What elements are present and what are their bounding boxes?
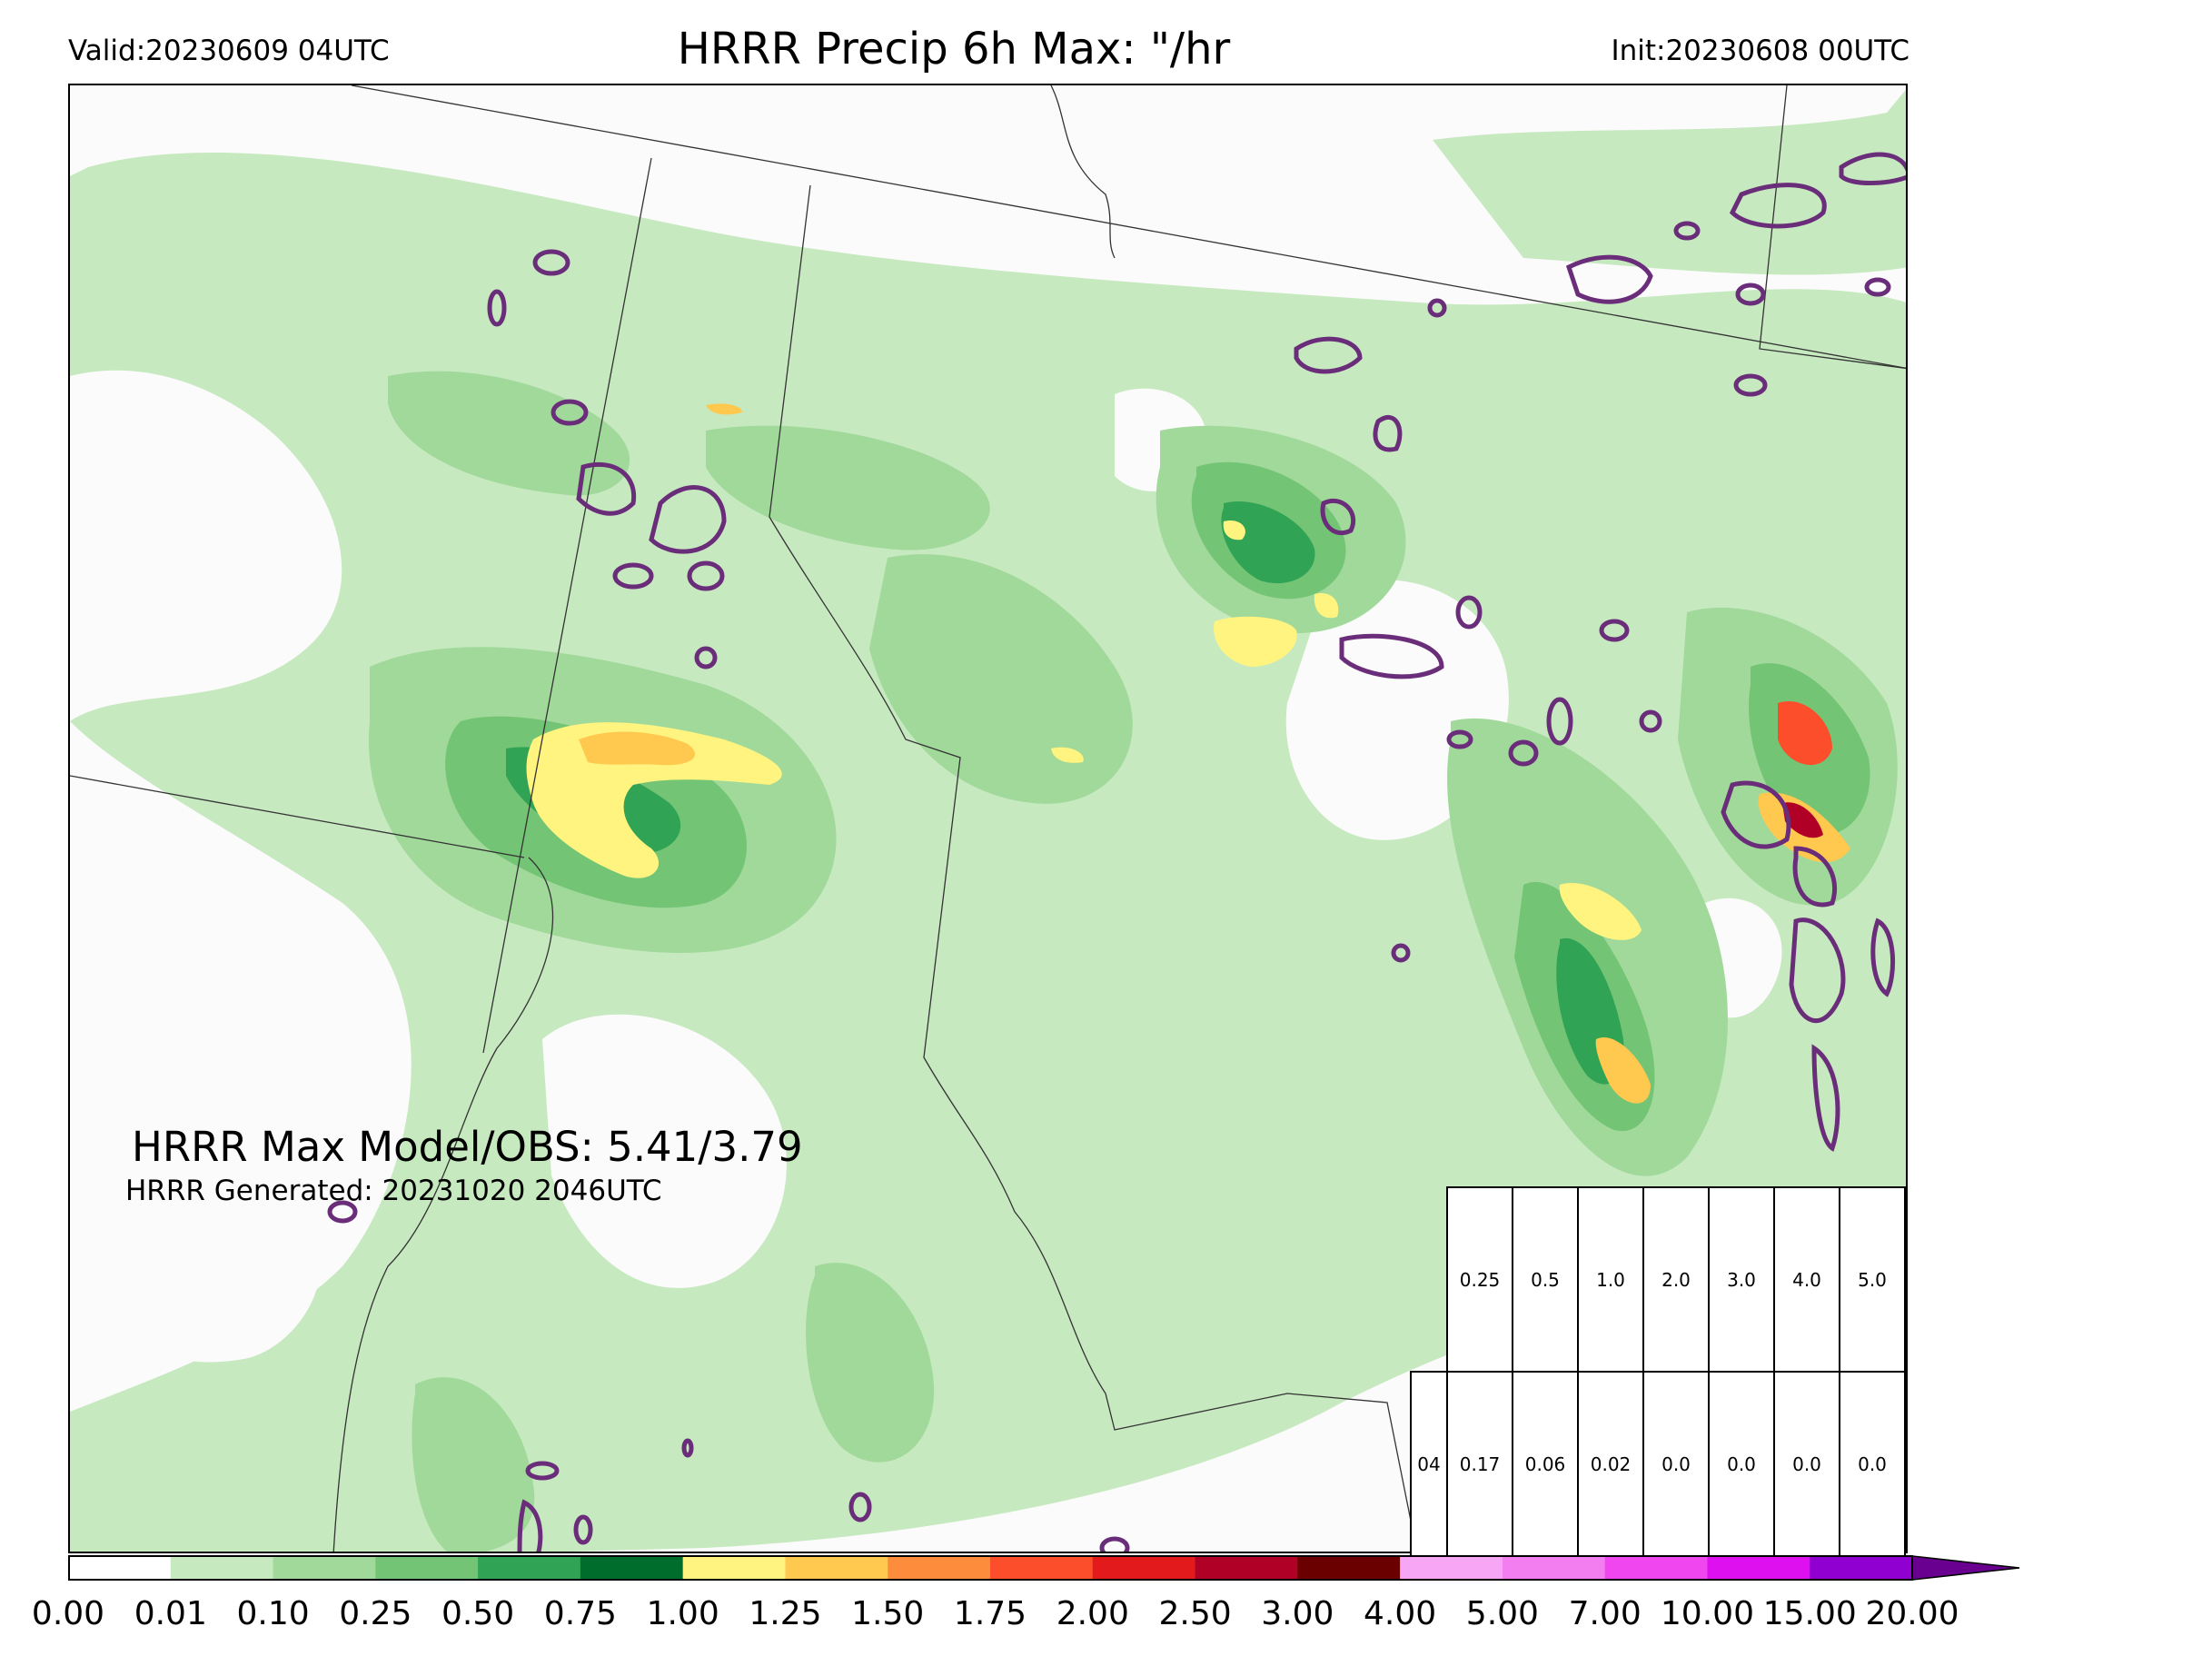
colorbar-segment: [1092, 1556, 1196, 1580]
colorbar-outline: [68, 1555, 1913, 1581]
colorbar-tick-label: 15.00: [1762, 1595, 1857, 1632]
colorbar-segment: [888, 1556, 991, 1580]
colorbar-tick-label: 1.25: [749, 1595, 822, 1632]
colorbar-segment: [273, 1556, 376, 1580]
obs-contours: [327, 152, 1906, 1552]
colorbar-tick-label: 0.01: [134, 1595, 207, 1632]
colorbar-tick-label: 2.00: [1056, 1595, 1129, 1632]
colorbar-segment: [1502, 1556, 1606, 1580]
map-title: HRRR Precip 6h Max: "/hr: [677, 24, 1231, 74]
threshold-header-cell: 4.0: [1773, 1186, 1840, 1373]
colorbar-tick-label: 0.00: [31, 1595, 105, 1632]
colorbar-segment: [580, 1556, 684, 1580]
colorbar-segment: [1297, 1556, 1401, 1580]
colorbar: [68, 1555, 2020, 1581]
threshold-value-cell: 0.0: [1839, 1371, 1906, 1557]
colorbar-segment: [68, 1556, 172, 1580]
threshold-header-cell: 1.0: [1577, 1186, 1644, 1373]
colorbar-tick-label: 1.75: [953, 1595, 1027, 1632]
threshold-value-cell: 0.02: [1577, 1371, 1644, 1557]
colorbar-segment: [1195, 1556, 1298, 1580]
colorbar-segment: [1707, 1556, 1810, 1580]
colorbar-segment: [170, 1556, 274, 1580]
colorbar-segment: [785, 1556, 888, 1580]
colorbar-tick-label: 0.25: [339, 1595, 412, 1632]
colorbar-tick-label: 0.75: [543, 1595, 617, 1632]
threshold-header-cell: 0.5: [1512, 1186, 1579, 1373]
colorbar-tick-label: 1.50: [851, 1595, 925, 1632]
colorbar-segment: [1400, 1556, 1503, 1580]
colorbar-segment: [1604, 1556, 1708, 1580]
threshold-value-cell: 0.0: [1708, 1371, 1775, 1557]
threshold-value-cell: 0.0: [1773, 1371, 1840, 1557]
colorbar-tick-label: 2.50: [1158, 1595, 1232, 1632]
generated-time-label: HRRR Generated: 20231020 2046UTC: [125, 1175, 662, 1207]
threshold-header-cell: 0.25: [1446, 1186, 1513, 1373]
colorbar-tick-label: 1.00: [646, 1595, 719, 1632]
max-model-obs-label: HRRR Max Model/OBS: 5.41/3.79: [132, 1123, 803, 1171]
colorbar-segment: [1810, 1556, 1913, 1580]
colorbar-tick-label: 3.00: [1261, 1595, 1334, 1632]
colorbar-tick-label: 4.00: [1364, 1595, 1437, 1632]
colorbar-segment: [375, 1556, 479, 1580]
threshold-value-cell: 0.0: [1642, 1371, 1710, 1557]
threshold-row-label: 04: [1410, 1371, 1448, 1557]
colorbar-tick-label: 5.00: [1465, 1595, 1539, 1632]
precip-cores: [526, 403, 1850, 1104]
colorbar-segment: [990, 1556, 1094, 1580]
threshold-header-cell: 3.0: [1708, 1186, 1775, 1373]
colorbar-tick-label: 0.50: [441, 1595, 515, 1632]
colorbar-tick-label: 7.00: [1568, 1595, 1642, 1632]
colorbar-tick-label: 0.10: [236, 1595, 310, 1632]
valid-time-label: Valid:20230609 04UTC: [68, 35, 390, 67]
colorbar-segment: [682, 1556, 786, 1580]
colorbar-tick-label: 20.00: [1865, 1595, 1959, 1632]
colorbar-extend-arrow: [1911, 1555, 2020, 1581]
threshold-header-cell: 5.0: [1839, 1186, 1906, 1373]
threshold-value-cell: 0.06: [1512, 1371, 1579, 1557]
colorbar-segment: [478, 1556, 581, 1580]
threshold-header-cell: 2.0: [1642, 1186, 1710, 1373]
threshold-value-cell: 0.17: [1446, 1371, 1513, 1557]
state-borders: [70, 85, 1906, 1552]
init-time-label: Init:20230608 00UTC: [1611, 35, 1909, 67]
colorbar-tick-label: 10.00: [1660, 1595, 1754, 1632]
